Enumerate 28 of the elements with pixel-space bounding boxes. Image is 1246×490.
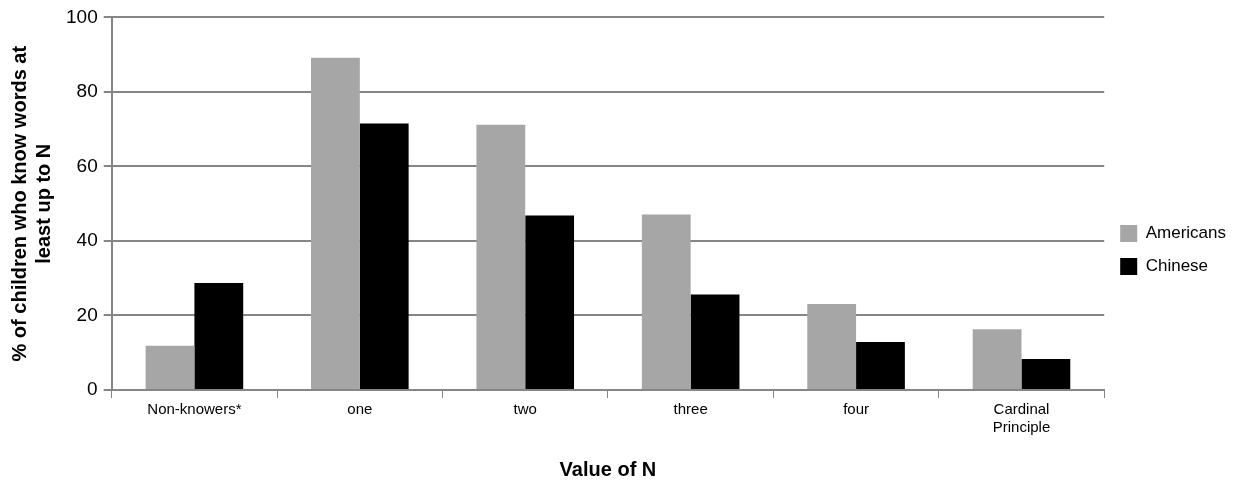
bar: [1021, 359, 1071, 389]
x-axis-title: Value of N: [559, 457, 657, 480]
bar: [194, 283, 244, 389]
bar: [972, 329, 1022, 389]
x-tick-label: Cardinal Principle: [992, 400, 1051, 436]
x-tick-label: four: [843, 400, 869, 418]
bar: [476, 124, 526, 389]
x-tick-label: two: [513, 400, 537, 418]
bar: [359, 123, 409, 389]
x-tick-label: three: [673, 400, 708, 418]
bar: [525, 215, 575, 389]
legend-label: Chinese: [1145, 256, 1209, 276]
y-tick-label: 0: [87, 378, 98, 400]
bar: [856, 341, 905, 389]
y-tick-label: 20: [76, 303, 98, 325]
legend-label: Americans: [1145, 223, 1227, 243]
y-tick-label: 100: [66, 5, 98, 27]
y-axis-title: % of children who know words at least up to N: [7, 45, 54, 362]
bar: [641, 214, 691, 389]
bar: [807, 303, 857, 389]
bar: [311, 57, 360, 389]
y-tick-label: 40: [76, 229, 98, 251]
bar: [145, 345, 195, 389]
x-tick-label: one: [347, 400, 373, 418]
y-tick-label: 80: [76, 80, 98, 102]
x-tick-label: Non-knowers*: [147, 400, 242, 418]
bar: [690, 294, 740, 389]
y-tick-label: 60: [76, 154, 98, 176]
